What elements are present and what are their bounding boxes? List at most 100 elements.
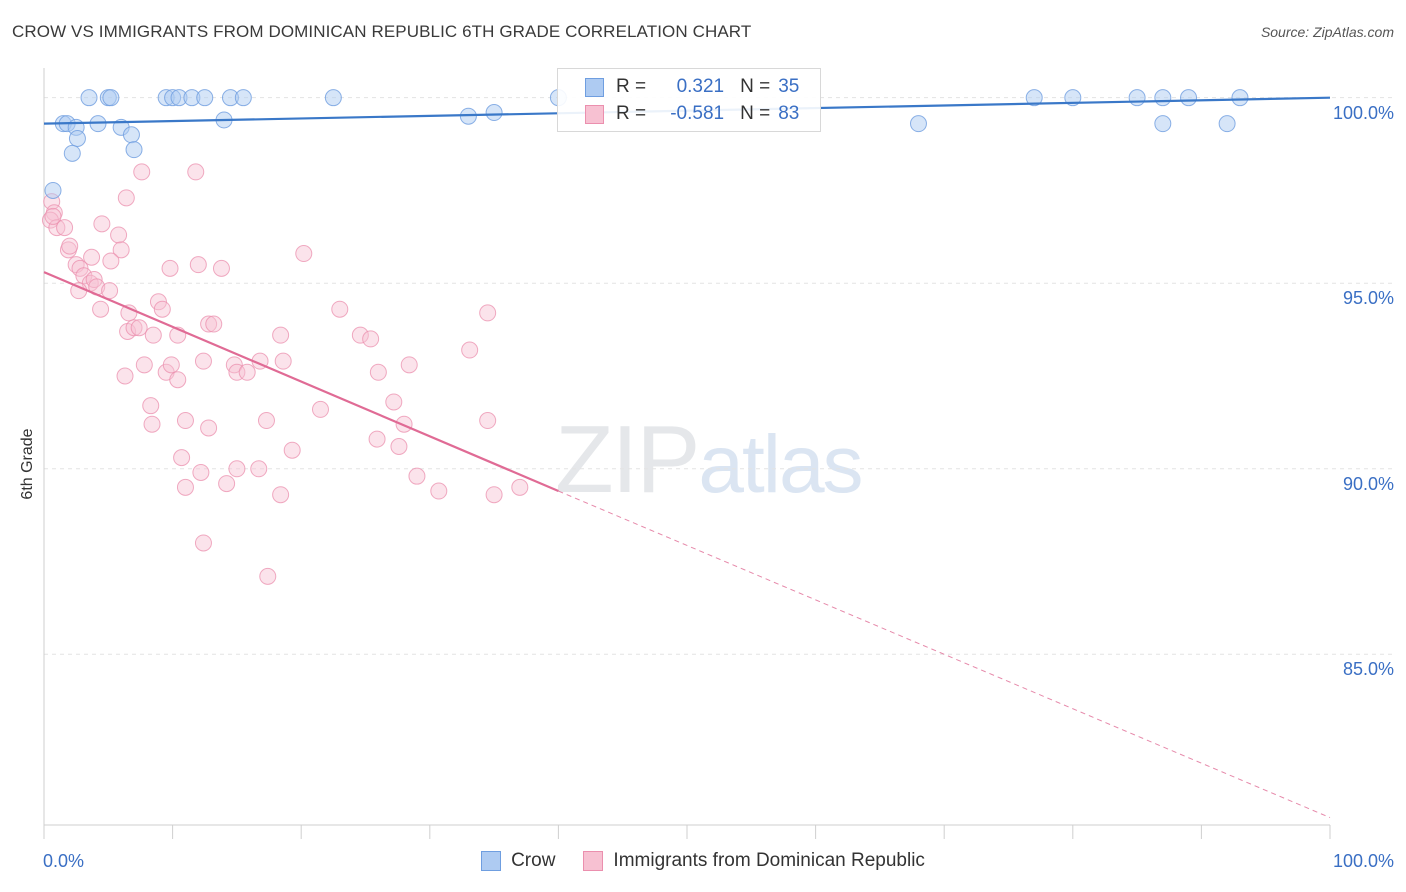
dom-point (511, 478, 529, 496)
y-tick-label-85: 85.0% (1342, 659, 1394, 680)
dom-point (116, 367, 134, 385)
dom-point (272, 326, 290, 344)
dom-point (135, 356, 153, 374)
dom-point (212, 259, 230, 277)
crow-point (1128, 89, 1146, 107)
legend-dom-r: -0.581 (670, 103, 725, 124)
dom-point (368, 430, 386, 448)
dom-point (92, 300, 110, 318)
dom-point (331, 300, 349, 318)
dom-point (187, 163, 205, 181)
dom-point (479, 412, 497, 430)
crow-point (63, 144, 81, 162)
dom-point (93, 215, 111, 233)
legend-row-crow: R = 0.321 N = 35 (558, 73, 799, 101)
dom-point (362, 330, 380, 348)
dom-point (142, 397, 160, 415)
dom-point (200, 419, 218, 437)
dom-point (162, 356, 180, 374)
watermark: ZIPatlas (555, 405, 864, 515)
dom-point (133, 163, 151, 181)
source-label: Source: ZipAtlas.com (1260, 24, 1394, 40)
dom-point (295, 245, 313, 263)
dom-point (218, 475, 236, 493)
crow-legend-swatch (481, 851, 502, 871)
dom-point (369, 363, 387, 381)
dom-trend-line (43, 271, 559, 493)
legend-item-crow: Crow (481, 850, 555, 872)
dom-point (283, 441, 301, 459)
crow-point (909, 115, 927, 133)
dom-swatch (585, 104, 604, 124)
dom-point (144, 326, 162, 344)
dom-point (272, 486, 290, 504)
dom-point (390, 438, 408, 455)
legend-n-label: N = (740, 103, 771, 124)
dom-point (400, 356, 418, 374)
crow-point (234, 89, 252, 107)
crow-point (1154, 89, 1172, 107)
y-tick-label-95: 95.0% (1342, 288, 1394, 309)
crow-point (1218, 115, 1236, 133)
legend-crow-r: 0.321 (676, 76, 725, 97)
dom-point (110, 226, 128, 244)
crow-point (80, 89, 98, 107)
dom-point (194, 534, 212, 552)
dom-point (257, 412, 275, 430)
y-axis-label: 6th Grade (19, 428, 36, 500)
x-tick-label-max: 100.0% (1332, 851, 1394, 871)
watermark-atlas: atlas (698, 419, 863, 510)
watermark-zip: ZIP (555, 406, 700, 513)
crow-point (1064, 89, 1082, 107)
dom-point (176, 412, 194, 430)
dom-point (143, 415, 161, 433)
crow-point (485, 104, 503, 122)
dom-legend-swatch (583, 851, 604, 871)
dom-point (200, 315, 218, 333)
crow-point (1231, 89, 1249, 107)
dom-point (56, 219, 74, 237)
dom-point (385, 393, 403, 411)
dom-trend-extension (558, 490, 1331, 819)
dom-point (238, 363, 256, 381)
legend-dom-n: 83 (778, 103, 800, 124)
crow-point (44, 181, 62, 199)
crow-swatch (585, 77, 604, 97)
dom-point (250, 460, 268, 478)
dom-point (117, 189, 135, 207)
dom-point (228, 363, 246, 381)
dom-point (189, 256, 207, 274)
crow-point (125, 141, 143, 159)
dom-point (44, 207, 62, 225)
dom-point (274, 352, 292, 370)
series-legend: Crow Immigrants from Dominican Republic (0, 850, 1406, 872)
dom-point (311, 400, 329, 418)
dom-point (153, 300, 171, 318)
stats-legend: R = 0.321 N = 35 R = -0.581 N = 83 (557, 68, 821, 132)
legend-crow-label: Crow (511, 850, 556, 871)
dom-point (130, 319, 148, 337)
crow-point (1154, 115, 1172, 133)
dom-point (161, 259, 179, 277)
dom-point (259, 567, 277, 585)
dom-point (102, 252, 120, 270)
crow-point (122, 126, 140, 144)
chart-title: CROW VS IMMIGRANTS FROM DOMINICAN REPUBL… (12, 22, 752, 41)
legend-n-label: N = (740, 76, 771, 97)
dom-point (192, 463, 210, 481)
dom-point (408, 467, 426, 485)
y-tick-label-100: 100.0% (1332, 102, 1394, 123)
crow-point (196, 89, 214, 107)
legend-dom-label: Immigrants from Dominican Republic (613, 850, 925, 871)
dom-point (173, 449, 191, 467)
dom-point (479, 304, 497, 322)
dom-point (194, 352, 212, 370)
crow-point (68, 130, 86, 148)
dom-point (125, 319, 143, 337)
legend-r-label: R = (616, 103, 647, 124)
crow-point (1180, 89, 1198, 107)
legend-item-dom: Immigrants from Dominican Republic (583, 850, 925, 872)
dom-point (61, 237, 79, 255)
crow-point (102, 89, 120, 107)
